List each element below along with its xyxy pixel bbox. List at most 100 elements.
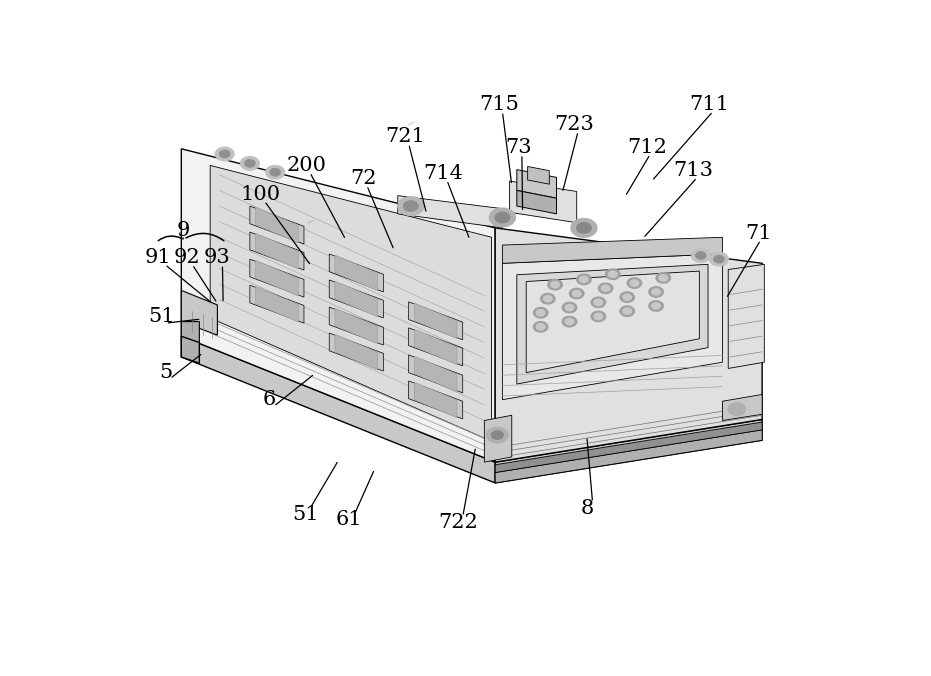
Circle shape: [601, 285, 610, 291]
Polygon shape: [256, 233, 298, 269]
Text: 92: 92: [174, 248, 200, 267]
Polygon shape: [528, 166, 549, 184]
Polygon shape: [335, 281, 378, 317]
Polygon shape: [409, 381, 463, 419]
Circle shape: [623, 308, 631, 314]
Polygon shape: [728, 264, 764, 368]
Polygon shape: [517, 170, 557, 198]
Polygon shape: [517, 191, 557, 214]
Circle shape: [265, 166, 285, 179]
Circle shape: [487, 427, 508, 443]
Polygon shape: [335, 308, 378, 344]
Text: 722: 722: [438, 512, 478, 531]
Circle shape: [576, 222, 591, 233]
Text: 711: 711: [690, 95, 730, 114]
Circle shape: [220, 150, 230, 158]
Text: 91: 91: [144, 248, 171, 267]
Circle shape: [270, 168, 280, 176]
Polygon shape: [495, 422, 762, 473]
Polygon shape: [509, 181, 576, 222]
Circle shape: [547, 279, 562, 290]
Circle shape: [570, 288, 584, 299]
Circle shape: [659, 274, 668, 281]
Circle shape: [215, 147, 234, 161]
Circle shape: [536, 310, 545, 316]
Circle shape: [580, 276, 588, 283]
Circle shape: [573, 291, 581, 297]
Text: 93: 93: [204, 248, 231, 267]
Text: 51: 51: [292, 505, 318, 524]
Circle shape: [627, 278, 641, 288]
Text: 72: 72: [350, 170, 376, 189]
Circle shape: [605, 269, 620, 279]
Polygon shape: [182, 336, 199, 363]
Circle shape: [591, 311, 605, 322]
Text: 715: 715: [479, 95, 519, 114]
Polygon shape: [722, 395, 762, 420]
Circle shape: [623, 294, 631, 300]
Polygon shape: [250, 259, 304, 297]
Circle shape: [609, 271, 617, 277]
Circle shape: [620, 306, 634, 316]
Polygon shape: [250, 232, 304, 270]
Polygon shape: [409, 355, 463, 393]
Circle shape: [652, 289, 660, 295]
Polygon shape: [256, 260, 298, 296]
Circle shape: [709, 252, 728, 266]
Polygon shape: [256, 208, 298, 243]
Circle shape: [620, 292, 634, 302]
Text: 61: 61: [336, 510, 363, 529]
Polygon shape: [330, 254, 384, 292]
Polygon shape: [517, 264, 708, 384]
Circle shape: [656, 272, 670, 283]
Circle shape: [576, 274, 591, 285]
Circle shape: [490, 208, 516, 227]
Polygon shape: [182, 336, 495, 483]
Polygon shape: [495, 430, 762, 483]
Text: 9: 9: [177, 221, 190, 240]
Polygon shape: [250, 206, 304, 244]
Circle shape: [551, 281, 560, 288]
Text: 8: 8: [581, 500, 594, 518]
Circle shape: [652, 303, 660, 309]
Circle shape: [398, 197, 424, 216]
Polygon shape: [414, 329, 457, 364]
Text: 100: 100: [240, 185, 281, 204]
Circle shape: [533, 322, 547, 332]
Polygon shape: [414, 303, 457, 339]
Circle shape: [495, 212, 509, 222]
Circle shape: [630, 280, 639, 286]
Polygon shape: [256, 287, 298, 322]
Polygon shape: [330, 280, 384, 318]
Circle shape: [492, 431, 503, 439]
Polygon shape: [398, 195, 503, 228]
Circle shape: [714, 256, 724, 263]
Polygon shape: [495, 228, 762, 462]
Circle shape: [565, 304, 573, 311]
Text: 6: 6: [263, 390, 276, 409]
Polygon shape: [182, 149, 495, 462]
Polygon shape: [330, 333, 384, 371]
Polygon shape: [414, 356, 457, 391]
Polygon shape: [182, 322, 199, 343]
Text: 723: 723: [555, 115, 595, 134]
Circle shape: [594, 299, 602, 306]
Polygon shape: [409, 301, 463, 340]
Circle shape: [562, 316, 576, 327]
Text: 5: 5: [159, 362, 172, 381]
Polygon shape: [182, 291, 218, 335]
Polygon shape: [503, 254, 722, 400]
Text: 200: 200: [286, 156, 326, 175]
Text: 713: 713: [674, 161, 713, 180]
Circle shape: [533, 308, 547, 318]
Circle shape: [536, 324, 545, 330]
Circle shape: [692, 249, 710, 262]
Polygon shape: [250, 285, 304, 323]
Circle shape: [403, 201, 418, 211]
Circle shape: [565, 318, 573, 324]
Circle shape: [695, 252, 706, 259]
Circle shape: [562, 302, 576, 313]
Polygon shape: [484, 415, 512, 462]
Text: 71: 71: [745, 224, 772, 243]
Polygon shape: [503, 237, 722, 264]
